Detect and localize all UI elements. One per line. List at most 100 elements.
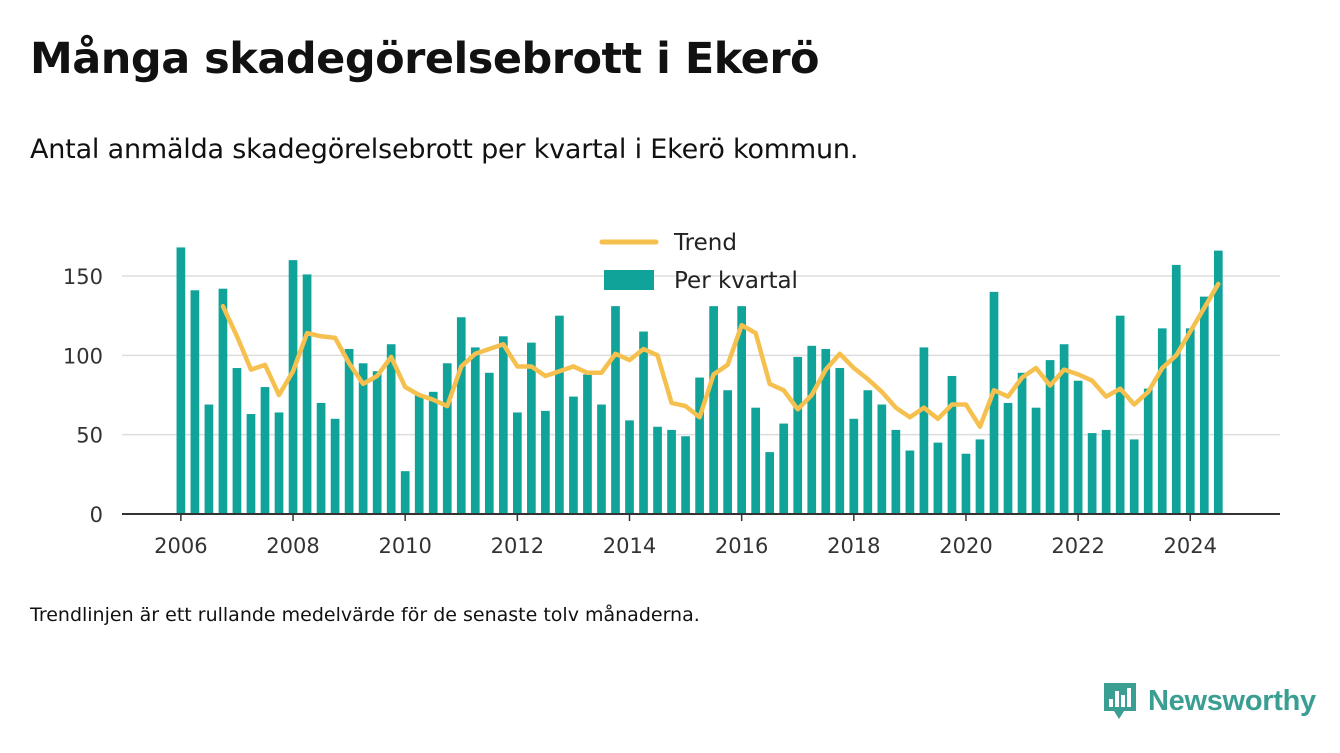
bar [597,404,606,514]
x-tick-label: 2014 [603,534,656,558]
legend-per-kvartal-swatch [604,270,654,290]
bar [316,402,326,514]
bar [961,453,971,514]
bar [1045,360,1055,514]
bar [372,371,382,514]
bar [1059,344,1069,514]
bar [288,260,298,514]
bar [779,423,789,514]
bar [555,315,564,514]
bar [442,363,452,514]
bar [919,347,929,514]
bar [344,348,354,514]
bar [1199,296,1209,514]
bar [1003,402,1013,514]
legend: Trend Per kvartal [599,230,798,294]
brand-name: Newsworthy [1148,684,1316,717]
x-axis-ticks: 2006 2008 2010 2012 2014 2016 2018 2020 2022 2024 [154,514,1217,558]
bar [905,450,915,514]
bar [527,342,536,514]
bar [849,418,859,514]
x-tick-label: 2012 [491,534,544,558]
bar [358,363,368,514]
x-tick-label: 2018 [827,534,880,558]
chart-title: Många skadegörelsebrott i Ekerö [30,34,820,84]
bar [1213,250,1223,515]
quarterly-chart: 0 50 100 150 Trend Per kvartal 2006 2008 2010… [63,230,1280,558]
trend-line [220,281,1221,429]
bar [793,356,803,514]
bar [470,347,480,514]
bar [1073,380,1083,514]
bar [989,291,999,514]
bar [611,306,620,514]
x-tick-label: 2020 [939,534,992,558]
bar [863,390,873,514]
bar [765,452,775,514]
bar [414,395,424,514]
bar [456,317,466,514]
bar [484,372,494,514]
bar [807,345,817,514]
bar [1171,264,1181,514]
bar [400,471,410,514]
bar [723,390,732,514]
bar [639,331,648,514]
y-tick-label: 150 [63,265,103,289]
legend-trend-label: Trend [673,230,737,256]
bar [330,418,340,514]
bar [583,374,592,514]
bar [428,391,438,514]
y-tick-label: 100 [63,344,103,368]
bar [625,420,634,514]
bar [891,429,901,514]
bars-per-kvartal [176,247,1223,515]
bar [653,426,662,514]
y-axis-ticks: 0 50 100 150 [63,265,103,527]
bar [751,407,761,514]
y-tick-label: 50 [76,424,103,448]
bar [681,436,690,514]
x-tick-label: 2016 [715,534,768,558]
bar [1157,328,1167,514]
footnote: Trendlinjen är ett rullande medelvärde f… [30,604,700,626]
y-tick-label: 0 [90,503,103,527]
bar [218,288,228,514]
bar [737,306,746,514]
bar [1017,372,1027,514]
x-tick-label: 2008 [266,534,319,558]
bar [947,375,957,514]
bar [821,348,831,514]
bar [274,412,284,514]
bar [709,306,718,514]
bar [1129,439,1139,514]
bar [232,368,242,514]
bar [933,442,943,514]
bar [204,404,214,514]
bar [835,368,845,514]
bar [569,396,578,514]
bar [695,377,704,514]
legend-per-kvartal-label: Per kvartal [674,268,798,294]
bar [877,404,887,514]
bar [190,290,200,514]
bar [386,344,396,514]
bar [246,414,256,514]
bar [541,410,550,514]
bar [302,274,312,514]
bar [513,412,522,514]
trend-line-group [220,281,1221,429]
x-tick-label: 2006 [154,534,207,558]
bar [498,336,508,514]
x-tick-label: 2024 [1164,534,1217,558]
x-tick-label: 2010 [378,534,431,558]
bar [1143,388,1153,514]
chart-subtitle: Antal anmälda skadegörelsebrott per kvar… [30,134,859,165]
bar [1087,433,1097,514]
bar [1185,328,1195,514]
bar [1031,407,1041,514]
newsworthy-logo-icon [1104,683,1136,719]
brand: Newsworthy [1102,681,1316,721]
bar [975,439,985,514]
bar [667,429,676,514]
